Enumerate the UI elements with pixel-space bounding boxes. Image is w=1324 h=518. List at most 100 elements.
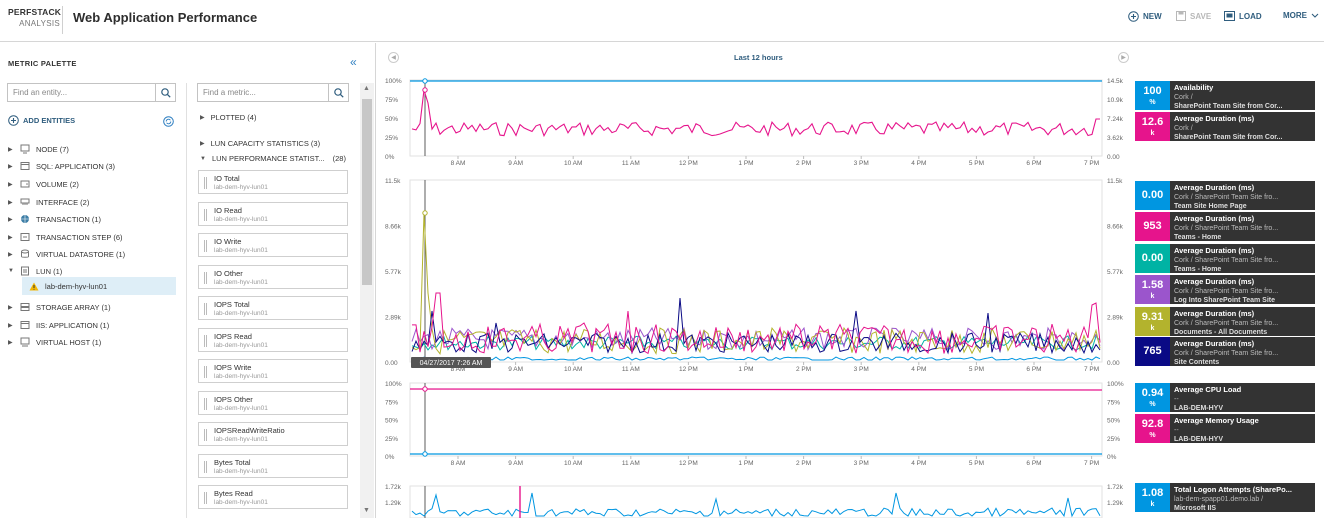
legend-text: Average CPU Load -- LAB-DEM-HYV	[1170, 383, 1315, 412]
application-icon	[20, 161, 30, 171]
y-axis-right-tick: 10.9k	[1107, 97, 1124, 104]
metric-card[interactable]: IOPS Total lab-dem-hyv-lun01	[198, 296, 348, 320]
legend-item[interactable]: 765 Average Duration (ms) Cork / SharePoin…	[1135, 337, 1315, 366]
entity-tree-item[interactable]: ▶ TRANSACTION STEP (6)	[8, 229, 176, 245]
caret-right-icon[interactable]: ▶	[8, 146, 13, 153]
metric-list-scrollbar[interactable]: ▲ ▼	[360, 83, 374, 518]
caret-right-icon[interactable]: ▶	[8, 339, 13, 346]
charts-svg[interactable]: 100% 75% 50% 25% 0% 14.5k 10.9k 7.24k 3.62k 0.00 8…	[377, 43, 1324, 518]
load-button[interactable]: LOAD	[1224, 11, 1262, 21]
plot-frame	[409, 79, 1103, 157]
save-button[interactable]: SAVE	[1176, 11, 1211, 21]
metric-card[interactable]: IO Other lab-dem-hyv-lun01	[198, 264, 348, 289]
drag-handle-icon[interactable]	[204, 208, 207, 221]
legend-value: 0.94	[1141, 386, 1164, 399]
new-button[interactable]: NEW	[1128, 11, 1162, 22]
legend-value-swatch: 1.08 k	[1135, 483, 1170, 512]
drag-handle-icon[interactable]	[204, 240, 207, 252]
legend-item[interactable]: 953 Average Duration (ms) Cork / SharePoin…	[1135, 212, 1315, 241]
caret-right-icon[interactable]: ▶	[8, 304, 13, 311]
metric-search-input[interactable]	[198, 84, 329, 101]
scroll-down-icon[interactable]: ▼	[363, 507, 370, 514]
caret-right-icon[interactable]: ▶	[8, 234, 13, 241]
caret-right-icon[interactable]: ▶	[8, 216, 13, 223]
entity-tree-item[interactable]: ▶ IIS: APPLICATION (1)	[8, 317, 176, 333]
entity-tree-item[interactable]: ▶ STORAGE ARRAY (1)	[8, 299, 176, 315]
scrollbar-thumb[interactable]	[362, 99, 372, 285]
metric-name: Bytes Total	[214, 457, 251, 467]
time-prev-button[interactable]: ◀	[388, 52, 399, 63]
entity-tree-item[interactable]: ▶ NODE (7)	[8, 141, 176, 157]
entity-tree-item[interactable]: ▶ VOLUME (2)	[8, 176, 176, 192]
entity-search-button[interactable]	[155, 84, 175, 101]
perfstack-logo: PERFSTACK ANALYSIS	[8, 6, 61, 30]
metric-card[interactable]: IOPS Read lab-dem-hyv-lun01	[198, 327, 348, 352]
legend-item[interactable]: 0.94% Average CPU Load -- LAB-DEM-HYV	[1135, 383, 1315, 412]
legend-item[interactable]: 1.08 k Total Logon Attempts (SharePo... lab…	[1135, 483, 1315, 512]
metric-group-plotted[interactable]: ▶ PLOTTED (4)	[200, 113, 256, 122]
metric-card[interactable]: IOPSReadWriteRatio lab-dem-hyv-lun01	[198, 422, 348, 446]
metric-card[interactable]: IO Total lab-dem-hyv-lun01	[198, 170, 348, 194]
add-entities-button[interactable]: ADD ENTITIES	[8, 115, 75, 126]
entity-tree-item[interactable]: ▶ TRANSACTION (1)	[8, 211, 176, 227]
legend-text: Average Duration (ms) Cork / SharePoint T…	[1170, 181, 1315, 210]
drag-handle-icon[interactable]	[204, 177, 207, 189]
drag-handle-icon[interactable]	[204, 303, 207, 315]
metric-entity: lab-dem-hyv-lun01	[214, 341, 268, 349]
metric-group-lun-performance[interactable]: ▼ LUN PERFORMANCE STATIST... (28)	[200, 154, 346, 163]
legend-item[interactable]: 9.31 k Average Duration (ms) Cork / SharePo…	[1135, 307, 1315, 336]
drag-handle-icon[interactable]	[204, 397, 207, 410]
legend-item[interactable]: 12.6 k Average Duration (ms) Cork / SharePoi…	[1135, 112, 1315, 141]
more-menu-button[interactable]: MORE	[1283, 11, 1319, 20]
scroll-up-icon[interactable]: ▲	[363, 85, 370, 92]
legend-item[interactable]: 0.00 Average Duration (ms) Cork / SharePoi…	[1135, 181, 1315, 210]
drag-handle-icon[interactable]	[204, 460, 207, 473]
selected-entity-row[interactable]: lab-dem-hyv-lun01	[22, 277, 176, 295]
palette-column-divider	[186, 83, 187, 518]
metric-search-button[interactable]	[328, 84, 348, 101]
time-next-button[interactable]: ▶	[1118, 52, 1129, 63]
caret-right-icon[interactable]: ▶	[8, 199, 13, 206]
caret-down-icon[interactable]: ▼	[8, 268, 14, 274]
legend-unit: k	[1150, 129, 1155, 137]
search-icon	[160, 87, 171, 98]
metric-card[interactable]: IO Read lab-dem-hyv-lun01	[198, 201, 348, 226]
entity-tree-item[interactable]: ▶ VIRTUAL HOST (1)	[8, 334, 176, 350]
metric-card[interactable]: IOPS Write lab-dem-hyv-lun01	[198, 359, 348, 383]
drag-handle-icon[interactable]	[204, 271, 207, 284]
drag-handle-icon[interactable]	[204, 366, 207, 378]
collapse-palette-icon[interactable]: «	[350, 55, 357, 69]
refresh-entities-button[interactable]	[163, 114, 174, 132]
x-axis-tick-label: 6 PM	[1026, 160, 1041, 167]
time-range-selector[interactable]: Last 12 hours	[734, 53, 783, 62]
page-title: Web Application Performance	[73, 10, 258, 25]
y-axis-left-tick: 8.66k	[385, 224, 402, 231]
selected-entity-label: lab-dem-hyv-lun01	[45, 281, 108, 291]
drag-handle-icon[interactable]	[204, 334, 207, 347]
legend-item[interactable]: 92.8% Average Memory Usage -- LAB-DEM-HYV	[1135, 414, 1315, 443]
y-axis-right-tick: 2.89k	[1107, 315, 1124, 322]
y-axis-left-tick: 50%	[385, 418, 398, 425]
metric-group-lun-capacity[interactable]: ▶ LUN CAPACITY STATISTICS (3)	[200, 139, 320, 148]
metric-card[interactable]: Bytes Total lab-dem-hyv-lun01	[198, 453, 348, 478]
x-axis-tick-label: 7 PM	[1084, 160, 1099, 167]
caret-right-icon[interactable]: ▶	[8, 322, 13, 329]
legend-unit: %	[1149, 431, 1156, 439]
entity-tree-item[interactable]: ▶ VIRTUAL DATASTORE (1)	[8, 246, 176, 262]
legend-text: Availability Cork / SharePoint Team Site f…	[1170, 81, 1315, 110]
legend-item[interactable]: 0.00 Average Duration (ms) Cork / SharePoi…	[1135, 244, 1315, 273]
entity-search-input[interactable]	[8, 84, 156, 101]
metric-card[interactable]: IOPS Other lab-dem-hyv-lun01	[198, 390, 348, 415]
caret-right-icon[interactable]: ▶	[8, 181, 13, 188]
entity-tree-item[interactable]: ▶ SQL: APPLICATION (3)	[8, 158, 176, 174]
entity-tree-item[interactable]: ▶ INTERFACE (2)	[8, 194, 176, 210]
metric-card[interactable]: Bytes Read lab-dem-hyv-lun01	[198, 485, 348, 509]
drag-handle-icon[interactable]	[204, 429, 207, 441]
caret-right-icon[interactable]: ▶	[8, 163, 13, 170]
caret-right-icon[interactable]: ▶	[8, 251, 13, 258]
metric-card[interactable]: IO Write lab-dem-hyv-lun01	[198, 233, 348, 257]
drag-handle-icon[interactable]	[204, 492, 207, 504]
legend-item[interactable]: 100% Availability Cork / SharePoint Team Si…	[1135, 81, 1315, 110]
legend-item[interactable]: 1.58 k Average Duration (ms) Cork / SharePo…	[1135, 275, 1315, 304]
entity-tree-item[interactable]: ▼ LUN (1)	[8, 263, 176, 279]
